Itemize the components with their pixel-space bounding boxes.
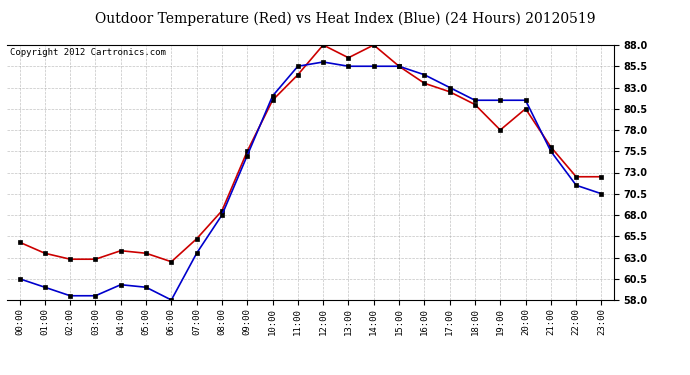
Text: Copyright 2012 Cartronics.com: Copyright 2012 Cartronics.com (10, 48, 166, 57)
Text: Outdoor Temperature (Red) vs Heat Index (Blue) (24 Hours) 20120519: Outdoor Temperature (Red) vs Heat Index … (95, 11, 595, 26)
